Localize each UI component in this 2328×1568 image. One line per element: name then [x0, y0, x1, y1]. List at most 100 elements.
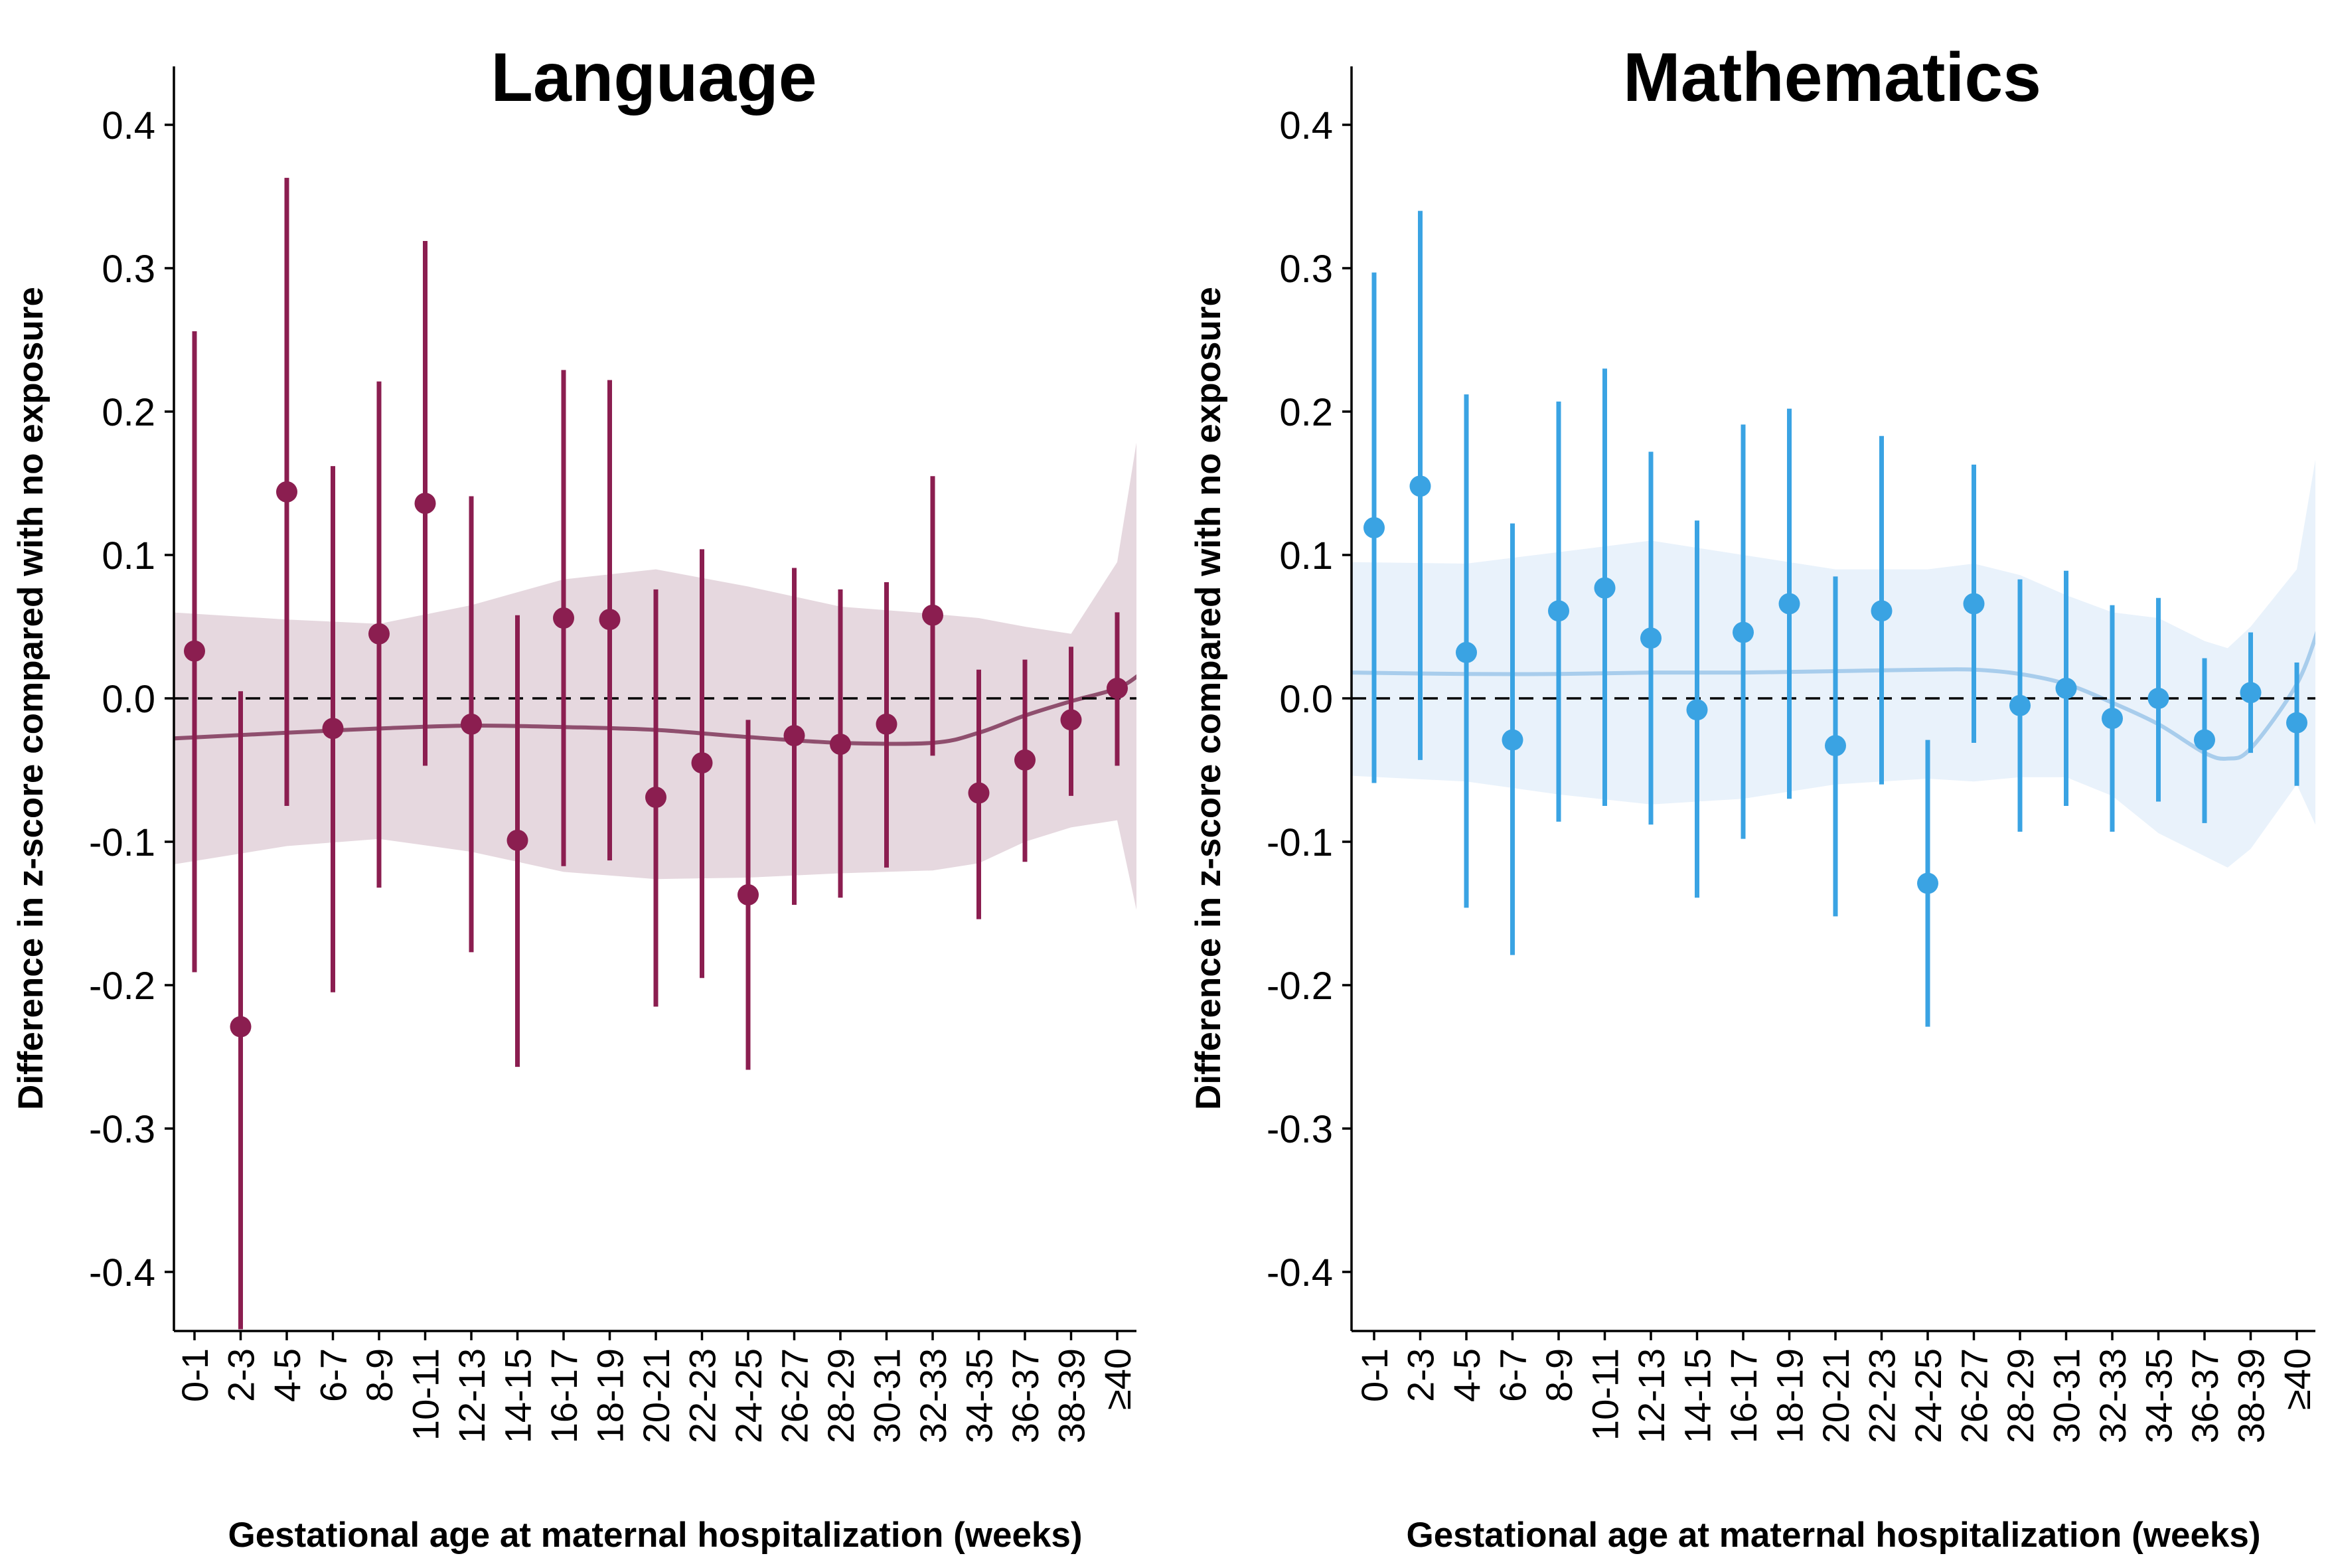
x-tick-label: 18-19 [1769, 1348, 1811, 1443]
x-tick-label: 36-37 [1004, 1348, 1046, 1443]
y-tick-label: -0.1 [1267, 821, 1333, 864]
x-tick-label: 8-9 [1538, 1348, 1580, 1402]
data-point [2286, 712, 2307, 734]
y-tick-label: 0.2 [1279, 391, 1333, 434]
data-point [1917, 872, 1938, 894]
data-point [1778, 593, 1800, 615]
y-tick-label: 0.3 [102, 248, 155, 291]
data-point [2055, 677, 2077, 699]
data-point [830, 734, 851, 755]
y-tick-label: 0.4 [102, 104, 155, 147]
x-tick-label: 38-39 [1051, 1348, 1093, 1443]
x-tick-label: 34-35 [959, 1348, 1000, 1443]
data-point [2194, 729, 2215, 751]
data-point [1363, 516, 1385, 538]
data-point [737, 884, 759, 905]
data-point [2009, 694, 2031, 716]
y-tick-label: 0.4 [1279, 104, 1333, 147]
data-point [1014, 749, 1036, 771]
smooth-trend-line [1352, 631, 2315, 761]
y-axis-label: Difference in z-score compared with no e… [11, 287, 50, 1110]
x-tick-label: ≥40 [2276, 1348, 2318, 1410]
data-point [968, 782, 990, 804]
data-point [599, 609, 621, 631]
x-axis-label: Gestational age at maternal hospitalizat… [228, 1516, 1082, 1555]
data-point [922, 604, 943, 626]
x-tick-label: 0-1 [174, 1348, 216, 1402]
x-tick-label: 34-35 [2138, 1348, 2180, 1443]
x-tick-label: 30-31 [866, 1348, 908, 1443]
y-tick-label: -0.2 [89, 965, 155, 1008]
y-tick-label: 0.1 [1279, 534, 1333, 578]
data-point [2240, 682, 2262, 704]
data-point [1640, 627, 1662, 649]
x-tick-label: 4-5 [1446, 1348, 1488, 1402]
y-tick-label: -0.3 [89, 1108, 155, 1151]
x-tick-label: 28-29 [1999, 1348, 2041, 1443]
data-point [1594, 577, 1616, 599]
x-tick-label: ≥40 [1097, 1348, 1138, 1410]
data-point [1733, 621, 1754, 643]
data-point [1409, 475, 1431, 497]
x-tick-label: 6-7 [1492, 1348, 1534, 1402]
x-tick-label: 32-33 [912, 1348, 954, 1443]
x-tick-label: 20-21 [1815, 1348, 1857, 1443]
x-tick-label: 22-23 [682, 1348, 724, 1443]
x-tick-label: 12-13 [451, 1348, 493, 1443]
y-tick-label: -0.3 [1267, 1108, 1333, 1151]
data-point [1107, 677, 1128, 699]
data-point [783, 725, 805, 747]
x-tick-label: 14-15 [1677, 1348, 1719, 1443]
x-tick-label: 38-39 [2230, 1348, 2272, 1443]
data-point [2102, 708, 2123, 730]
data-point [1456, 641, 1477, 663]
x-tick-label: 8-9 [358, 1348, 400, 1402]
data-point [1060, 709, 1082, 731]
data-point [506, 829, 528, 851]
x-tick-label: 16-17 [543, 1348, 585, 1443]
y-tick-label: -0.4 [89, 1251, 155, 1294]
x-tick-label: 32-33 [2092, 1348, 2134, 1443]
y-tick-label: 0.2 [102, 391, 155, 434]
x-tick-label: 2-3 [220, 1348, 262, 1402]
data-point [553, 607, 574, 629]
smooth-trend-line [174, 674, 1136, 746]
data-point [1548, 600, 1569, 622]
y-tick-label: -0.4 [1267, 1251, 1333, 1294]
data-point [461, 713, 482, 735]
x-tick-label: 14-15 [497, 1348, 539, 1443]
x-tick-label: 4-5 [266, 1348, 308, 1402]
y-tick-label: 0.0 [1279, 678, 1333, 721]
data-point [322, 718, 344, 740]
y-axis-label: Difference in z-score compared with no e… [1189, 287, 1228, 1110]
data-point [1825, 735, 1846, 757]
x-tick-label: 26-27 [1954, 1348, 1995, 1443]
x-tick-label: 26-27 [774, 1348, 816, 1443]
chart-title: Language [491, 39, 816, 116]
x-tick-label: 28-29 [820, 1348, 862, 1443]
data-point [184, 640, 205, 662]
data-point [691, 752, 713, 774]
x-tick-label: 0-1 [1354, 1348, 1395, 1402]
x-tick-label: 6-7 [313, 1348, 354, 1402]
y-tick-label: -0.2 [1267, 965, 1333, 1008]
data-point [1871, 600, 1893, 622]
data-point [876, 713, 897, 735]
language-panel: 0.4 0.3 0.2 0.1 0.0 -0.1 -0.2 -0.3 -0.4 0-1 2-3 4-5… [11, 39, 1138, 1555]
x-tick-label: 2-3 [1400, 1348, 1442, 1402]
x-tick-label: 36-37 [2184, 1348, 2226, 1443]
x-tick-label: 10-11 [1585, 1348, 1626, 1441]
data-point [414, 493, 436, 514]
x-tick-label: 30-31 [2046, 1348, 2088, 1443]
x-tick-label: 22-23 [1861, 1348, 1903, 1443]
y-tick-label: 0.1 [102, 534, 155, 578]
data-point [368, 623, 390, 645]
x-tick-label: 18-19 [589, 1348, 631, 1443]
data-point [230, 1016, 252, 1038]
x-tick-label: 24-25 [1907, 1348, 1949, 1443]
y-tick-label: 0.3 [1279, 248, 1333, 291]
data-point [276, 481, 297, 503]
data-point [645, 787, 666, 809]
x-tick-label: 12-13 [1630, 1348, 1672, 1443]
